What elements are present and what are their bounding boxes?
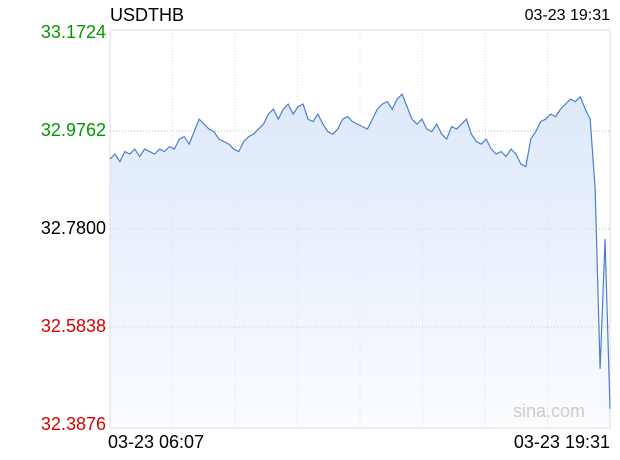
y-tick-label: 32.3876: [41, 414, 106, 434]
chart-title: USDTHB: [110, 5, 184, 25]
y-tick-label: 32.9762: [41, 120, 106, 140]
area: [110, 94, 610, 425]
x-tick-label: 03-23 06:07: [108, 432, 204, 452]
y-tick-label: 33.1724: [41, 22, 106, 42]
x-tick-label: 03-23 19:31: [514, 432, 610, 452]
watermark: sina.com: [513, 401, 585, 421]
timestamp: 03-23 19:31: [525, 7, 611, 24]
line: [109, 93, 611, 409]
y-tick-label: 32.5838: [41, 316, 106, 336]
y-tick-label: 32.7800: [41, 218, 106, 238]
